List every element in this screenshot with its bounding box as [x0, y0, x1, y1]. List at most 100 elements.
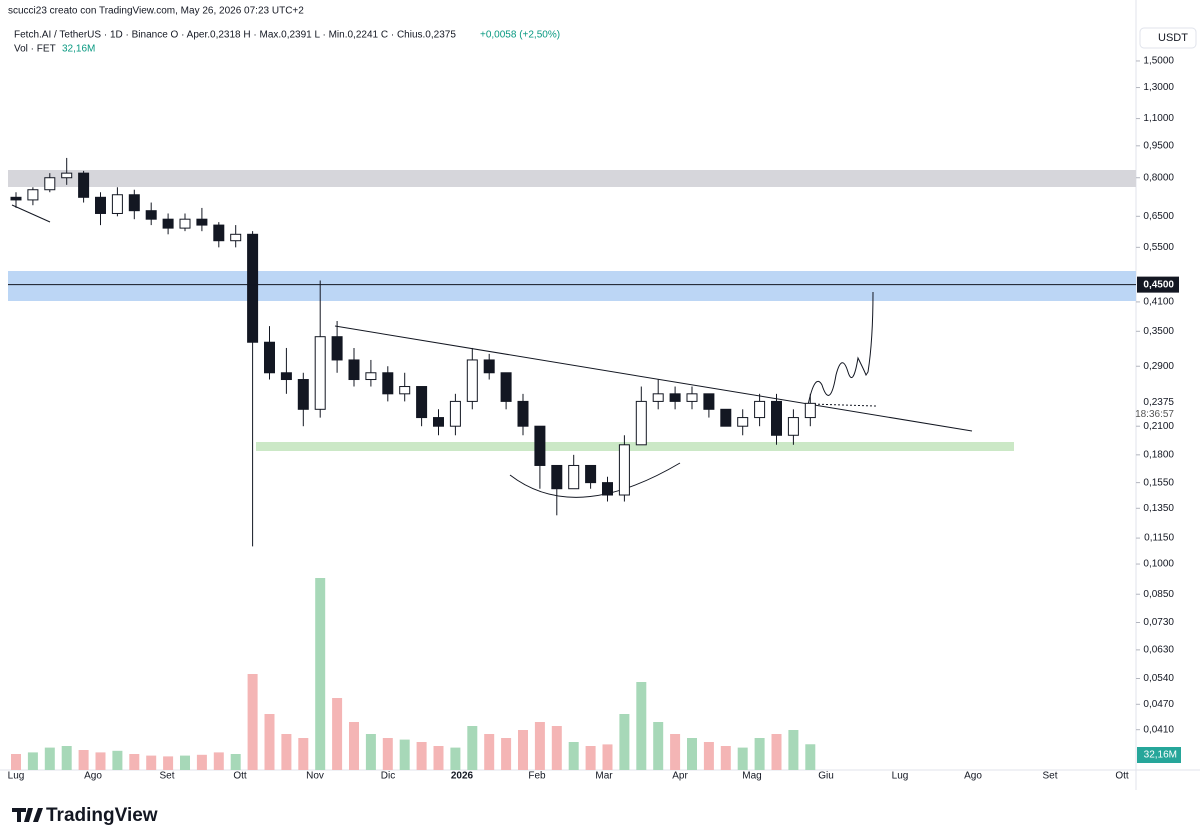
x-tick-label: Giu — [818, 771, 834, 782]
volume-bar — [349, 722, 359, 770]
volume-bar — [788, 730, 799, 770]
volume-bar — [382, 738, 393, 770]
last-price-label: 0,2375 — [1143, 397, 1174, 408]
x-tick-label: Dic — [381, 771, 395, 782]
candle-body — [399, 386, 411, 395]
volume-bar — [551, 726, 562, 770]
y-tick-label: 1,3000 — [1143, 82, 1174, 93]
candle-body — [44, 177, 56, 191]
candle-body — [179, 218, 191, 229]
volume-bar — [501, 738, 512, 770]
x-tick-label: Mag — [742, 771, 761, 782]
volume-bar — [230, 754, 241, 770]
volume-bar — [163, 756, 174, 770]
y-tick-label: 0,8000 — [1143, 172, 1174, 183]
projection — [809, 403, 877, 407]
volume-bar — [196, 754, 207, 770]
candle-body — [703, 393, 715, 410]
y-tick-label: 0,0540 — [1143, 673, 1174, 684]
x-tick-label: Ago — [84, 771, 102, 782]
candle-body — [162, 218, 174, 229]
y-tick-label: 0,0470 — [1143, 699, 1174, 710]
y-tick-label: 0,2100 — [1143, 421, 1174, 432]
volume-bar — [585, 746, 596, 770]
volume-bar — [754, 738, 765, 770]
volume-bar — [670, 734, 681, 770]
x-tick-label: Mar — [595, 771, 613, 782]
candle-body — [737, 417, 749, 427]
candle-body — [585, 464, 597, 484]
candle-body — [10, 196, 22, 201]
candle-body — [95, 196, 106, 214]
volume-name: Vol · FET — [14, 44, 56, 55]
volume-bar — [636, 682, 647, 770]
candle-body — [669, 393, 681, 402]
y-tick-label: 0,2900 — [1143, 361, 1174, 372]
candle-body — [230, 233, 242, 242]
candle-body — [331, 336, 343, 361]
volume-bar — [568, 742, 579, 770]
volume-bar — [433, 746, 444, 770]
volume-value: 32,16M — [62, 44, 95, 55]
volume-last-label: 32,16M — [1144, 750, 1177, 761]
volume-bar — [112, 750, 123, 770]
candle-body — [551, 464, 563, 490]
logo — [12, 808, 43, 822]
y-tick-label: 0,1350 — [1143, 503, 1174, 514]
volume-bar — [467, 726, 478, 770]
volume-bar — [180, 755, 190, 770]
x-tick-label: Feb — [528, 771, 546, 782]
candle-body — [754, 400, 766, 419]
volume-bar — [687, 738, 697, 770]
volume-bar — [315, 578, 326, 770]
candle-body — [804, 402, 816, 419]
x-tick-label: Lug — [8, 771, 25, 782]
candle-body — [568, 464, 580, 490]
volume-bar — [771, 734, 782, 770]
volume-bar — [298, 738, 309, 770]
volume-bar — [129, 754, 140, 770]
x-tick-label: Nov — [306, 771, 324, 782]
candle-body — [365, 372, 377, 381]
candle-body — [466, 359, 478, 402]
y-tick-label: 0,4100 — [1143, 297, 1174, 308]
candle-body — [196, 218, 208, 226]
y-tick-label: 0,6500 — [1143, 211, 1174, 222]
volume-bar — [332, 698, 343, 770]
candle-body — [534, 425, 546, 466]
volume-bar — [247, 674, 258, 770]
last-price-tag — [1137, 396, 1179, 421]
volume-bar — [619, 714, 630, 770]
currency[interactable]: USDT — [1158, 32, 1188, 44]
candle-body — [213, 224, 225, 242]
candle-body — [297, 379, 309, 410]
y-tick-label: 0,9500 — [1143, 140, 1174, 151]
volume-bar — [484, 734, 495, 770]
volume-bar — [78, 750, 89, 770]
y-tick-label: 0,0410 — [1143, 724, 1174, 735]
currency-button[interactable] — [1139, 27, 1197, 49]
y-tick-label: 0,1550 — [1143, 477, 1174, 488]
candle-body — [128, 194, 140, 212]
candle-body — [602, 482, 613, 496]
volume-bar — [703, 742, 714, 770]
resistance-zone — [8, 170, 1136, 187]
trendline — [11, 204, 51, 223]
volume-bar — [281, 734, 292, 770]
x-tick-label: 2026 — [451, 771, 474, 782]
x-tick-label: Set — [159, 771, 174, 782]
volume-bar — [602, 744, 613, 770]
candle-body — [771, 400, 782, 436]
candle-body — [720, 408, 732, 427]
candle-body — [500, 372, 512, 402]
y-tick-label: 1,5000 — [1143, 56, 1174, 67]
volume-bar — [534, 722, 545, 770]
projection — [807, 291, 874, 406]
candle-body — [686, 393, 698, 402]
candle-body — [635, 400, 647, 446]
candle-body — [27, 189, 39, 201]
candle-body — [111, 194, 123, 214]
